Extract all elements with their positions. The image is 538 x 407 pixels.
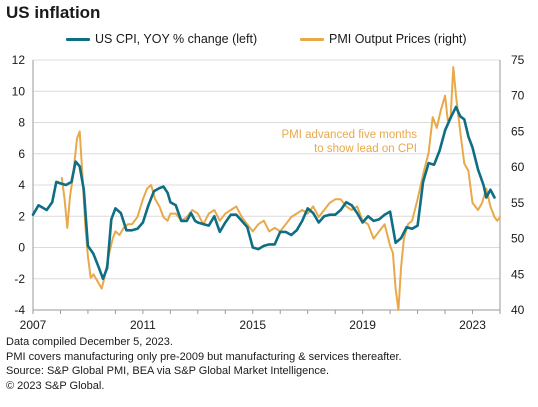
left-tick-label: 8: [18, 116, 25, 130]
footnotes: Data compiled December 5, 2023. PMI cove…: [6, 335, 402, 393]
legend-swatch-pmi: [300, 37, 324, 41]
footnote-data-compiled: Data compiled December 5, 2023.: [6, 336, 173, 348]
annotation-text-line2: to show lead on CPI: [314, 143, 417, 155]
legend: US CPI, YOY % change (left) PMI Output P…: [0, 32, 538, 48]
left-tick-label: 6: [18, 147, 25, 161]
chart-title: US inflation: [6, 3, 101, 22]
series-line-pmi-output-prices: [60, 66, 501, 311]
x-tick-label: 2019: [349, 318, 376, 332]
x-tick-label: 2011: [130, 318, 156, 332]
legend-item-cpi: US CPI, YOY % change (left): [66, 32, 257, 46]
legend-swatch-cpi: [66, 37, 90, 41]
footnote-coverage: PMI covers manufacturing only pre-2009 b…: [6, 350, 402, 363]
right-tick-label: 70: [511, 89, 525, 103]
legend-label-pmi: PMI Output Prices (right): [329, 32, 467, 46]
x-tick-label: 2023: [459, 318, 486, 332]
left-tick-label: 4: [18, 178, 25, 192]
left-tick-label: 10: [12, 84, 26, 98]
right-tick-label: 45: [511, 267, 525, 281]
x-tick-label: 2015: [239, 318, 266, 332]
right-tick-label: 75: [511, 53, 525, 67]
right-tick-label: 40: [511, 303, 525, 317]
left-tick-label: 12: [12, 53, 26, 67]
annotation-text-line1: PMI advanced five months: [281, 129, 417, 141]
left-tick-label: -2: [14, 272, 25, 286]
right-tick-label: 50: [511, 232, 525, 246]
x-tick-label: 2007: [20, 318, 47, 332]
left-tick-label: 0: [18, 241, 25, 255]
footnote-copyright: © 2023 S&P Global.: [6, 379, 105, 392]
series-line-us-cpi: [31, 105, 496, 281]
right-tick-label: 60: [511, 160, 525, 174]
legend-label-cpi: US CPI, YOY % change (left): [95, 32, 258, 46]
line-chart: -4 -2 0 2 4 6 8 10 12 40 45 50 55 60 65 70 75 2007 2011 201…: [12, 53, 525, 332]
left-tick-label: -4: [14, 303, 25, 317]
right-tick-label: 65: [511, 124, 525, 138]
footnote-source: Source: S&P Global PMI, BEA via S&P Glob…: [6, 365, 330, 377]
legend-item-pmi: PMI Output Prices (right): [300, 32, 467, 46]
left-tick-label: 2: [18, 209, 25, 223]
right-tick-label: 55: [511, 196, 525, 210]
